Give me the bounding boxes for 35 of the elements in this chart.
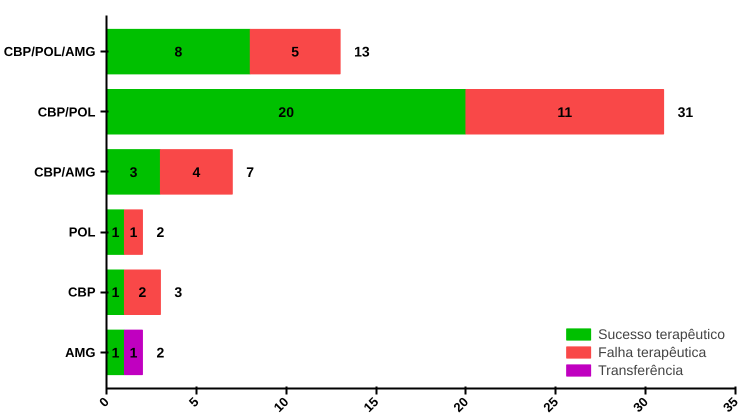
data-label: 1 xyxy=(112,224,120,240)
data-label: 5 xyxy=(291,44,300,60)
total-label: 7 xyxy=(246,164,254,180)
legend-label: Sucesso terapêutico xyxy=(598,326,725,342)
y-tick-label: CBP/POL xyxy=(38,104,96,120)
data-label: 4 xyxy=(192,164,200,180)
x-tick-label: 35 xyxy=(720,394,741,416)
x-tick-label: 15 xyxy=(360,394,382,416)
data-label: 1 xyxy=(112,284,120,300)
y-tick-label: POL xyxy=(68,224,96,240)
legend-label: Falha terapêutica xyxy=(598,344,706,360)
x-tick-label: 0 xyxy=(96,394,112,410)
total-label: 2 xyxy=(156,344,164,360)
data-label: 1 xyxy=(112,344,120,360)
x-tick-label: 30 xyxy=(630,394,651,416)
y-tick-label: CBP xyxy=(68,284,96,300)
data-label: 3 xyxy=(130,164,138,180)
y-tick-label: CBP/AMG xyxy=(34,164,96,180)
x-tick-label: 20 xyxy=(450,394,472,416)
total-label: 3 xyxy=(174,284,182,300)
x-tick-label: 10 xyxy=(270,394,292,416)
data-label: 11 xyxy=(557,104,572,120)
data-label: 8 xyxy=(174,44,182,60)
total-label: 31 xyxy=(678,104,694,120)
data-label: 2 xyxy=(138,284,147,300)
data-label: 1 xyxy=(130,344,138,360)
legend-label: Transferência xyxy=(598,362,684,378)
data-label: 1 xyxy=(130,224,138,240)
x-tick-label: 25 xyxy=(540,394,562,416)
y-tick-label: CBP/POL/AMG xyxy=(4,44,96,60)
x-tick-label: 5 xyxy=(186,394,202,410)
total-label: 2 xyxy=(156,224,164,240)
y-tick-label: AMG xyxy=(65,344,96,360)
data-label: 20 xyxy=(278,104,294,120)
total-label: 13 xyxy=(354,44,370,60)
